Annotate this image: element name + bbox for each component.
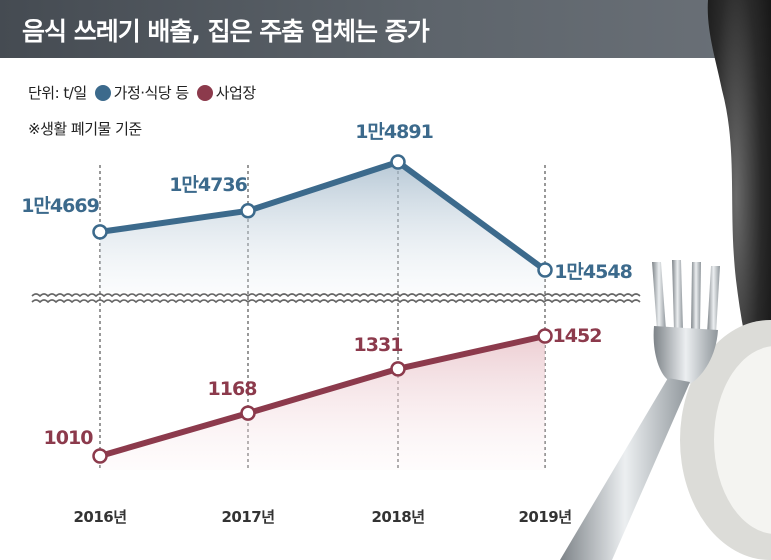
legend: 단위: t/일 가정·식당 등 사업장 xyxy=(28,82,256,103)
series-1-data-label-2: 1만4736 xyxy=(169,174,247,196)
series-2-data-label-2: 1168 xyxy=(208,378,258,400)
legend-dot-household xyxy=(94,84,111,101)
footnote: ※생활 폐기물 기준 xyxy=(28,120,142,138)
axis-break xyxy=(31,293,641,304)
series-2-point-2 xyxy=(240,405,256,421)
series-1-point-4 xyxy=(537,262,553,278)
x-tick-label-3: 2018년 xyxy=(371,508,424,526)
plate-illustration xyxy=(680,320,771,560)
x-tick-label-4: 2019년 xyxy=(518,508,571,526)
legend-label-business: 사업장 xyxy=(215,84,256,102)
series-1-point-2 xyxy=(240,203,256,219)
series-1-line xyxy=(97,159,548,273)
series-1-data-label-3: 1만4891 xyxy=(355,121,433,143)
series-2-data-label-3: 1331 xyxy=(354,334,403,356)
x-tick-label-2: 2017년 xyxy=(221,508,274,526)
series-2-data-label-4: 1452 xyxy=(553,325,602,347)
trash-bag-illustration xyxy=(707,0,771,560)
legend-label-household: 가정·식당 등 xyxy=(113,84,190,102)
series-1-data-label-4: 1만4548 xyxy=(554,261,632,283)
series-2-line xyxy=(97,333,548,459)
series-2-point-1 xyxy=(92,448,108,464)
series-1-point-3 xyxy=(390,154,406,170)
series-2-area xyxy=(100,336,545,470)
series-1-area xyxy=(100,162,545,292)
unit-label: 단위: t/일 xyxy=(28,84,87,102)
chart-title: 음식 쓰레기 배출, 집은 주춤 업체는 증가 xyxy=(22,17,430,46)
series-2-data-label-1: 1010 xyxy=(44,427,94,449)
series-2-point-3 xyxy=(390,361,406,377)
title-bar: 음식 쓰레기 배출, 집은 주춤 업체는 증가 xyxy=(0,0,771,58)
series-1-point-1 xyxy=(92,224,108,240)
series-2-point-4 xyxy=(537,328,553,344)
legend-dot-business xyxy=(196,84,213,101)
x-tick-label-1: 2016년 xyxy=(73,508,126,526)
series-1-data-label-1: 1만4669 xyxy=(21,195,99,217)
plot-area: 1만4669 1만4736 1만4891 1만4548 1010 1168 1331 1452… xyxy=(21,121,633,526)
fork-illustration xyxy=(560,260,720,560)
